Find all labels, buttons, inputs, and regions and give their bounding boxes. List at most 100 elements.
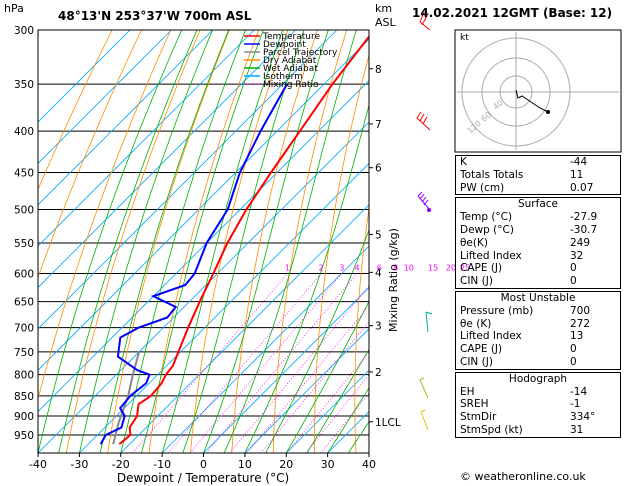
dry-adiabat (148, 30, 260, 453)
temp-tick-label: -10 (153, 458, 171, 471)
hodograph-frame (454, 29, 622, 153)
surface-label: Dewp (°C) (460, 223, 514, 236)
wet-adiabat (182, 30, 305, 453)
profile-lines (99, 34, 369, 445)
isotherm (79, 162, 369, 453)
isotherm (244, 328, 369, 453)
pressure-tick-label: 700 (14, 323, 34, 335)
mixing-ratio-label: 1 (285, 264, 290, 273)
hodograph-stat-value: -14 (570, 385, 588, 398)
pressure-tick-label: 350 (14, 79, 34, 91)
mixing-ratio-line (132, 273, 288, 453)
surface-label: CAPE (J) (460, 262, 503, 275)
legend-label: Temperature (262, 32, 320, 42)
pressure-tick-label: 850 (14, 391, 34, 403)
surface-row: Temp (°C) -27.9 (456, 211, 620, 224)
surface-label: CIN (J) (460, 275, 493, 288)
wet-adiabat (99, 30, 230, 453)
surface-value: -30.7 (570, 223, 598, 236)
wet-adiabat (58, 30, 198, 453)
mixing-ratio-label: 25 (460, 264, 470, 273)
most-unstable-label: CAPE (J) (460, 343, 503, 356)
hodograph-stat-value: 334° (570, 411, 596, 424)
wet-adiabat (120, 30, 246, 453)
index-value: -44 (570, 156, 588, 168)
surface-value: 249 (570, 236, 591, 249)
surface-value: 0 (570, 275, 577, 288)
pressure-axis: 300 350 400 450 500 550 600 650 700 750 800 850 900 9… (14, 25, 34, 442)
legend-label: Dry Adiabat (263, 56, 317, 66)
mixing-ratio-label: 2 (319, 264, 324, 273)
hodograph-stat-label: EH (460, 385, 475, 398)
km-tick-label: 8 (375, 64, 382, 76)
pressure-tick-label: 750 (14, 347, 34, 359)
index-label: PW (cm) (460, 181, 505, 194)
km-tick-label: 4 (375, 267, 382, 279)
temperature-axis: -40 -30 -20 -10 0 10 20 30 40 (29, 453, 376, 471)
wet-adiabat (141, 30, 264, 453)
wet-adiabat (79, 30, 213, 453)
dry-adiabat (272, 30, 348, 453)
temperature-line (118, 34, 369, 445)
most-unstable-row: CIN (J) 0 (456, 356, 620, 369)
legend-label: Wet Adiabat (263, 64, 318, 74)
surface-value: -27.9 (570, 211, 598, 224)
wet-adiabat (265, 228, 369, 453)
hodograph-title: Hodograph (508, 372, 568, 385)
surface-label: Temp (°C) (460, 211, 513, 224)
most-unstable-row: Pressure (mb) 700 (456, 305, 620, 318)
wind-barb-500 (417, 191, 431, 211)
km-label: km (375, 2, 392, 15)
pressure-tick-label: 900 (14, 411, 34, 423)
legend-label: Parcel Trajectory (263, 48, 338, 58)
wind-barb-800 (419, 377, 429, 399)
wind-barb-300 (419, 11, 431, 31)
indices-box: K -44 Totals Totals 11 PW (cm) 0.07 (455, 155, 621, 196)
wind-barb-900 (420, 409, 429, 431)
dry-adiabat (231, 30, 318, 453)
hodograph-trace (515, 89, 549, 113)
mixing-ratio-line (246, 305, 369, 453)
surface-row: θe(K) 249 (456, 237, 620, 250)
most-unstable-box: Most Unstable Pressure (mb) 700 θe (K) 272 L… (455, 290, 621, 370)
temp-tick-label: 30 (321, 458, 335, 471)
temp-tick-label: 40 (362, 458, 376, 471)
index-value: 0.07 (570, 181, 594, 194)
index-label: Totals Totals (460, 168, 524, 181)
pressure-tick-label: 400 (14, 126, 34, 138)
mixing-ratio-label: 6 (377, 264, 382, 273)
dry-adiabat (65, 30, 201, 453)
hodograph-stat-value: -1 (570, 398, 581, 411)
hodograph-stat-label: StmSpd (kt) (460, 423, 523, 436)
hodograph-stat-label: SREH (460, 398, 489, 411)
surface-value: 0 (570, 262, 577, 275)
isotherm (38, 30, 296, 289)
dry-adiabat (107, 30, 230, 453)
surface-label: θe(K) (460, 236, 488, 249)
pressure-tick-label: 300 (14, 25, 34, 37)
index-row: K -44 (456, 156, 620, 169)
most-unstable-label: CIN (J) (460, 355, 493, 368)
mixing-ratio-labels: 1 2 3 4 6 8 10 15 20 25 (285, 264, 470, 273)
most-unstable-value: 0 (570, 343, 577, 356)
mixing-ratio-label: 20 (446, 264, 456, 273)
hodograph-stat-row: SREH -1 (456, 398, 620, 411)
dry-adiabat (314, 53, 369, 453)
mixing-ratio-label: 3 (339, 264, 344, 273)
index-value: 11 (570, 168, 584, 181)
most-unstable-label: θe (K) (460, 317, 492, 330)
isotherm (38, 30, 131, 123)
hodograph: kt 40 60 120 (454, 29, 622, 153)
footer-credit: © weatheronline.co.uk (460, 470, 586, 483)
index-row: Totals Totals 11 (456, 169, 620, 182)
pressure-tick-label: 650 (14, 297, 34, 309)
legend-label: Mixing Ratio (263, 80, 319, 90)
pressure-tick-label: 500 (14, 204, 34, 216)
height-axis: 8 7 6 5 4 3 2 1LCL (369, 64, 401, 429)
surface-label: Lifted Index (460, 249, 522, 262)
wet-adiabat (38, 30, 183, 453)
most-unstable-row: θe (K) 272 (456, 318, 620, 331)
hodograph-box: Hodograph EH -14 SREH -1 StmDir 334° StmSpd (k… (455, 371, 621, 438)
km-tick-label: 7 (375, 119, 382, 131)
